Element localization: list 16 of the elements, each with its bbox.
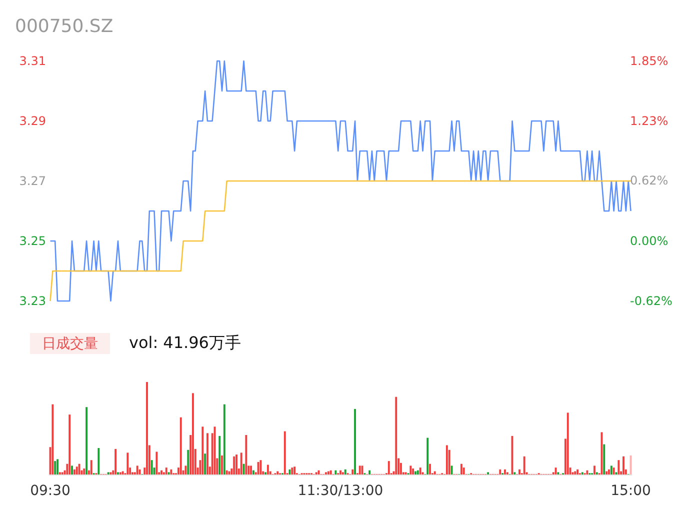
y2-tick-label: 0.00% [630, 234, 668, 248]
y2-tick-label: 0.62% [630, 174, 668, 188]
x-tick-label: 09:30 [30, 483, 70, 499]
x-tick-label: 15:00 [610, 483, 651, 499]
x-tick-label: 11:30/13:00 [298, 483, 384, 499]
y-tick-label: 3.27 [19, 174, 46, 188]
y-tick-label: 3.25 [19, 234, 46, 248]
y-tick-label: 3.23 [19, 294, 46, 308]
y2-tick-label: 1.85% [630, 54, 668, 68]
y2-tick-label: 1.23% [630, 114, 668, 128]
y2-tick-label: -0.62% [630, 294, 672, 308]
text: 日成交量 [42, 336, 98, 352]
y-tick-label: 3.29 [19, 114, 46, 128]
text: vol: 41.96万手 [129, 333, 241, 352]
y-tick-label: 3.31 [19, 54, 46, 68]
chart-title: 000750.SZ [15, 16, 114, 37]
